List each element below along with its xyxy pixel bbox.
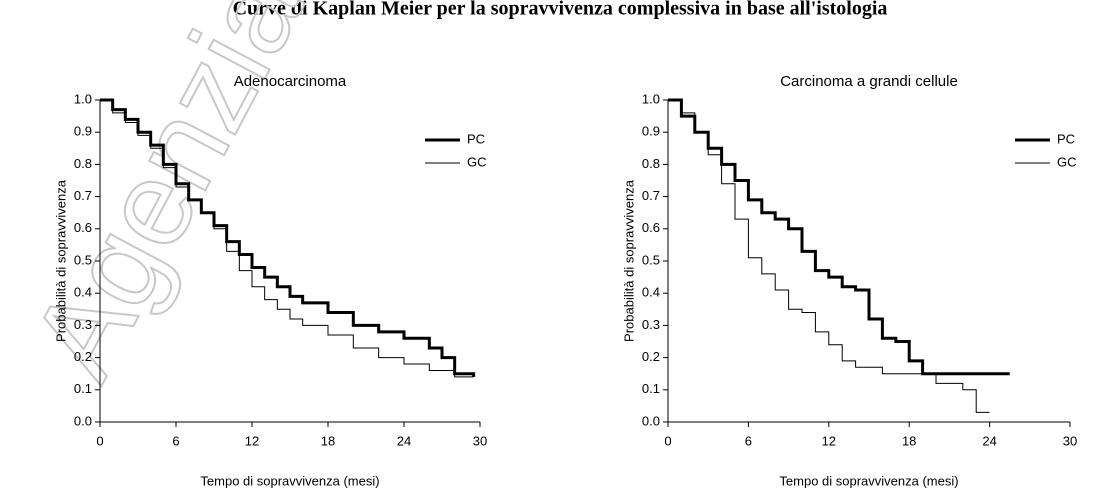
legend-label: GC — [467, 154, 487, 169]
y-tick-label: 0.2 — [74, 349, 92, 364]
y-tick-label: 0.5 — [642, 252, 660, 267]
y-axis-label: Probabilità di sopravvivenza — [53, 179, 68, 342]
survival-curve — [668, 98, 1010, 376]
y-tick-label: 0.6 — [74, 220, 92, 235]
y-tick-label: 0.3 — [74, 317, 92, 332]
x-tick-label: 24 — [982, 433, 996, 448]
y-tick-label: 0.7 — [642, 188, 660, 203]
y-tick-label: 0.1 — [74, 381, 92, 396]
y-tick-label: 0.2 — [642, 349, 660, 364]
y-tick-label: 1.0 — [74, 91, 92, 106]
y-tick-label: 0.8 — [642, 156, 660, 171]
legend-label: GC — [1057, 154, 1077, 169]
x-tick-label: 30 — [1063, 433, 1077, 448]
survival-curve — [100, 99, 474, 378]
x-tick-label: 18 — [321, 433, 335, 448]
x-tick-label: 12 — [822, 433, 836, 448]
x-tick-label: 6 — [745, 433, 752, 448]
y-tick-label: 0.4 — [642, 285, 660, 300]
y-tick-label: 0.9 — [74, 124, 92, 139]
x-tick-label: 18 — [902, 433, 916, 448]
y-tick-label: 1.0 — [642, 91, 660, 106]
survival-curve — [668, 99, 990, 413]
y-tick-label: 0.6 — [642, 220, 660, 235]
y-tick-label: 0.8 — [74, 156, 92, 171]
x-axis-label: Tempo di sopravvivenza (mesi) — [779, 473, 958, 488]
page-title: Curve di Kaplan Meier per la sopravviven… — [233, 0, 888, 20]
y-tick-label: 0.4 — [74, 285, 92, 300]
x-tick-label: 6 — [172, 433, 179, 448]
y-tick-label: 0.9 — [642, 124, 660, 139]
x-tick-label: 0 — [664, 433, 671, 448]
y-tick-label: 0.0 — [74, 413, 92, 428]
chart-title: Adenocarcinoma — [234, 73, 347, 90]
x-tick-label: 30 — [473, 433, 487, 448]
legend-label: PC — [1057, 131, 1075, 146]
y-tick-label: 0.5 — [74, 252, 92, 267]
y-tick-label: 0.3 — [642, 317, 660, 332]
y-tick-label: 0.7 — [74, 188, 92, 203]
x-tick-label: 12 — [245, 433, 259, 448]
x-tick-label: 0 — [96, 433, 103, 448]
y-tick-label: 0.0 — [642, 413, 660, 428]
x-tick-label: 24 — [397, 433, 411, 448]
chart-title: Carcinoma a grandi cellule — [780, 73, 958, 90]
y-tick-label: 0.1 — [642, 381, 660, 396]
x-axis-label: Tempo di sopravvivenza (mesi) — [200, 473, 379, 488]
y-axis-label: Probabilità di sopravvivenza — [621, 179, 636, 342]
legend-label: PC — [467, 131, 485, 146]
